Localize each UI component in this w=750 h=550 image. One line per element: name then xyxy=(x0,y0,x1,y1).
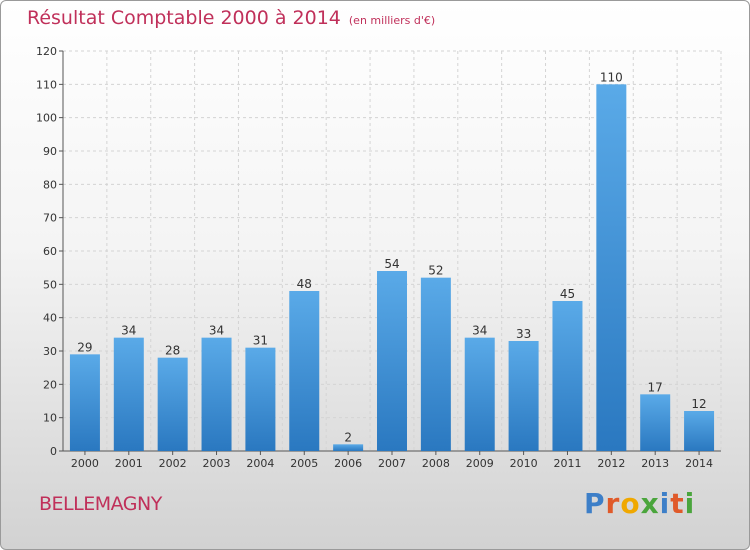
bar xyxy=(640,394,671,451)
bar xyxy=(684,411,715,451)
chart-subtitle: (en milliers d'€) xyxy=(348,14,436,27)
y-tick-label: 100 xyxy=(36,112,57,125)
data-label: 33 xyxy=(516,327,531,341)
bar xyxy=(464,337,495,451)
chart-title-row: Résultat Comptable 2000 à 2014 (en millie… xyxy=(27,7,435,29)
data-label: 28 xyxy=(165,344,180,358)
x-tick-label: 2007 xyxy=(378,457,406,470)
x-tick-label: 2008 xyxy=(422,457,450,470)
x-tick-label: 2006 xyxy=(334,457,362,470)
bar xyxy=(69,354,100,451)
y-tick-label: 40 xyxy=(43,312,57,325)
y-tick-label: 70 xyxy=(43,212,57,225)
y-tick-label: 30 xyxy=(43,345,57,358)
bar xyxy=(508,341,539,451)
data-label: 52 xyxy=(428,264,443,278)
data-label: 34 xyxy=(121,324,136,338)
x-tick-label: 2003 xyxy=(203,457,231,470)
bar xyxy=(377,271,407,451)
chart-title: Résultat Comptable 2000 à 2014 xyxy=(27,7,341,29)
data-label: 2 xyxy=(344,430,352,444)
y-tick-label: 50 xyxy=(43,278,57,291)
x-tick-label: 2000 xyxy=(71,457,99,470)
x-tick-label: 2005 xyxy=(290,457,318,470)
data-label: 29 xyxy=(77,340,92,354)
data-label: 54 xyxy=(384,257,399,271)
data-label: 48 xyxy=(297,277,312,291)
logo-letter: x xyxy=(640,487,660,520)
bar xyxy=(113,337,144,451)
bars xyxy=(69,84,715,451)
data-label: 45 xyxy=(560,287,575,301)
commune-name: BELLEMAGNY xyxy=(39,493,162,515)
data-label: 34 xyxy=(209,324,224,338)
bar xyxy=(245,347,276,451)
bar xyxy=(420,277,451,451)
bar xyxy=(157,357,188,451)
data-labels: 29 34 28 34 31 48 2 54 52 34 33 45 110 17 12 xyxy=(77,70,706,444)
bar xyxy=(289,291,320,451)
data-label: 31 xyxy=(253,334,268,348)
data-label: 110 xyxy=(600,70,623,84)
x-tick-label: 2011 xyxy=(553,457,581,470)
x-tick-label: 2002 xyxy=(159,457,187,470)
logo-letter: i xyxy=(684,487,696,520)
x-tick-label: 2001 xyxy=(115,457,143,470)
data-label: 12 xyxy=(691,397,706,411)
logo-letter: i xyxy=(659,487,671,520)
x-tick-label: 2009 xyxy=(466,457,494,470)
bar xyxy=(552,301,583,451)
x-tick-label: 2014 xyxy=(685,457,713,470)
y-tick-label: 80 xyxy=(43,178,57,191)
data-label: 34 xyxy=(472,324,487,338)
logo-letter: t xyxy=(670,487,685,520)
proxiti-logo: Proxiti xyxy=(584,487,695,520)
bar xyxy=(201,337,232,451)
bar xyxy=(596,84,627,451)
y-tick-label: 0 xyxy=(50,445,57,458)
x-tick-label: 2004 xyxy=(246,457,274,470)
y-tick-label: 20 xyxy=(43,378,57,391)
y-tick-label: 120 xyxy=(36,45,57,58)
data-label: 17 xyxy=(648,380,663,394)
bar xyxy=(333,444,364,451)
logo-letter: r xyxy=(605,487,621,520)
logo-letter: o xyxy=(620,487,641,520)
y-tick-label: 10 xyxy=(43,412,57,425)
y-tick-label: 90 xyxy=(43,145,57,158)
x-tick-label: 2012 xyxy=(597,457,625,470)
x-tick-label: 2013 xyxy=(641,457,669,470)
x-tick-label: 2010 xyxy=(510,457,538,470)
y-tick-label: 110 xyxy=(36,78,57,91)
logo-letter: P xyxy=(584,487,606,520)
y-tick-label: 60 xyxy=(43,245,57,258)
